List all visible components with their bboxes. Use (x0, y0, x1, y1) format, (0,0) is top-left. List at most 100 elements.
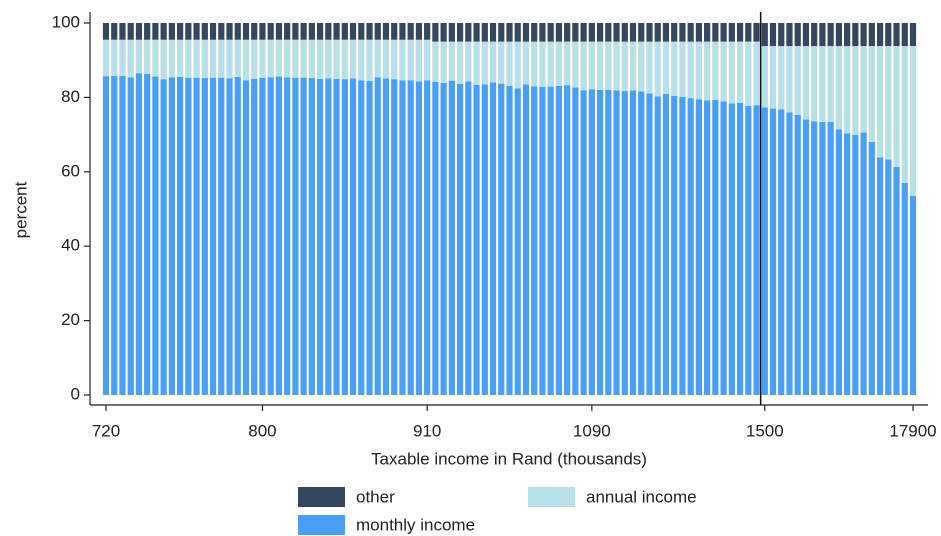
bar-segment (522, 84, 530, 395)
bar-segment (720, 41, 727, 102)
bar-segment (786, 112, 793, 395)
bar-segment (514, 88, 521, 396)
bar-segment (629, 23, 637, 42)
bar-segment (769, 46, 777, 109)
bar-segment (605, 23, 612, 42)
bar-segment (481, 84, 488, 395)
y-tick-label: 100 (52, 12, 80, 31)
bar-segment (234, 39, 241, 77)
bar-segment (325, 23, 332, 40)
bar-segment (802, 23, 810, 47)
bar-segment (654, 23, 661, 42)
bar-segment (712, 23, 719, 42)
bar-segment (720, 23, 727, 42)
bar-segment (440, 82, 447, 395)
bar-segment (424, 80, 431, 396)
bar-segment (456, 23, 464, 42)
bar-segment (596, 89, 604, 396)
bar-segment (218, 77, 225, 396)
bar-segment (267, 23, 274, 40)
bar-segment (522, 41, 530, 85)
bar-segment (885, 46, 892, 160)
bar-segment (440, 41, 447, 83)
bar-segment (745, 23, 752, 42)
bar-segment (119, 75, 126, 395)
bar-segment (564, 85, 571, 396)
bar-segment (152, 76, 159, 396)
bar-segment (531, 86, 538, 396)
bar-segment (572, 41, 579, 88)
bar-segment (802, 119, 810, 396)
bar-segment (251, 39, 258, 79)
bar-segment (588, 23, 595, 42)
bar-segment (177, 23, 184, 40)
bar-segment (629, 90, 637, 395)
bar-segment (448, 80, 455, 395)
bar-segment (242, 23, 250, 40)
bar-segment (382, 78, 390, 395)
bar-segment (317, 23, 324, 40)
bar-segment (432, 81, 439, 395)
bar-segment (193, 39, 200, 78)
bar-segment (473, 23, 480, 42)
bar-segment (852, 23, 859, 47)
bar-segment (259, 39, 266, 78)
bar-segment (695, 23, 702, 42)
bar-segment (415, 39, 423, 82)
bar-segment (712, 41, 719, 101)
bar-segment (489, 41, 497, 83)
bar-segment (605, 89, 612, 396)
bar-segment (407, 23, 414, 40)
bar-segment (638, 41, 645, 92)
bar-segment (539, 41, 546, 87)
bar-segment (366, 23, 373, 40)
bar-segment (547, 41, 554, 87)
bar-segment (308, 78, 315, 395)
bar-segment (654, 41, 661, 97)
bar-segment (440, 23, 447, 42)
bar-segment (596, 41, 604, 90)
bar-segment (349, 78, 357, 395)
bar-segment (185, 23, 192, 40)
bar-segment (144, 39, 151, 74)
bar-segment (391, 39, 398, 80)
legend-swatch (528, 487, 575, 507)
bar-segment (580, 90, 587, 395)
bar-segment (259, 77, 266, 396)
bar-segment (407, 39, 414, 81)
bar-segment (687, 98, 694, 396)
bar-segment (547, 23, 554, 42)
bar-segment (564, 41, 571, 86)
bar-segment (201, 39, 208, 79)
bar-segment (885, 23, 892, 47)
bar-segment (769, 108, 777, 395)
bar-segment (893, 23, 900, 47)
bar-segment (564, 23, 571, 42)
bar-segment (317, 78, 324, 396)
bar-segment (860, 23, 867, 47)
bar-segment (127, 23, 134, 40)
bar-segment (111, 23, 118, 40)
bar-segment (901, 182, 908, 395)
bar-segment (786, 23, 793, 47)
bar-segment (819, 23, 826, 47)
bar-segment (160, 23, 167, 40)
x-tick-label: 720 (92, 421, 120, 440)
bar-segment (819, 46, 826, 122)
bar-segment (539, 86, 546, 395)
bar-segment (555, 23, 563, 42)
y-tick-label: 0 (71, 384, 80, 403)
bar-segment (893, 46, 900, 167)
x-axis-title: Taxable income in Rand (thousands) (371, 449, 647, 468)
bar-segment (778, 109, 785, 395)
bar-segment (185, 77, 192, 396)
bar-segment (646, 93, 653, 396)
bar-segment (794, 114, 801, 395)
bar-segment (284, 23, 291, 40)
bar-segment (654, 96, 661, 395)
bar-segment (333, 39, 340, 79)
x-tick-label: 800 (248, 421, 276, 440)
bar-segment (835, 46, 842, 130)
bar-segment (275, 76, 283, 396)
bar-segment (275, 23, 283, 40)
